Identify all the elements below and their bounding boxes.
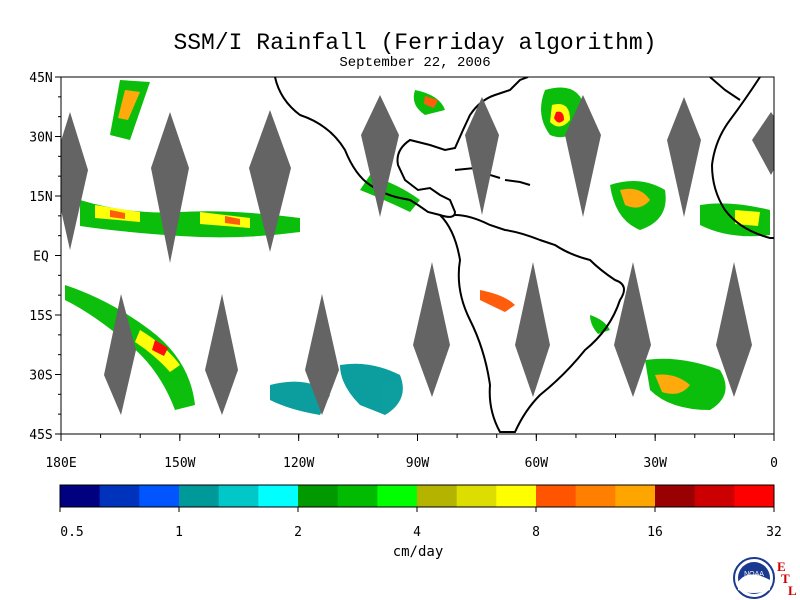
lab-letter-e: E: [777, 559, 786, 574]
colorbar-tick-label: 1: [175, 525, 183, 540]
latitude-label: 30N: [29, 131, 52, 146]
swath-gap: [716, 262, 752, 397]
colorbar-tick-label: 8: [532, 525, 540, 540]
rain-south-pacific-east: [340, 363, 403, 415]
colorbar-swatch: [258, 485, 299, 507]
lab-letter-l: L: [788, 583, 797, 598]
colorbar-tick-label: 16: [647, 525, 663, 540]
swath-gap: [205, 294, 238, 415]
colorbar-swatch: [694, 485, 735, 507]
colorbar-swatch: [99, 485, 140, 507]
latitude-label: 45N: [29, 71, 52, 86]
colorbar-swatch: [139, 485, 180, 507]
colorbar-swatch: [456, 485, 497, 507]
longitude-label: 150W: [164, 456, 195, 471]
rain-brazil: [480, 290, 515, 312]
longitude-axis: 180E 150W 120W 90W 60W 30W 0: [45, 434, 778, 471]
no-data-swaths: [61, 95, 774, 415]
rain-nw-pacific-core: [118, 90, 140, 120]
colorbar-tick-label: 32: [766, 525, 782, 540]
rain-cells-itcz: [95, 205, 250, 228]
rain-gulf-core: [424, 96, 438, 108]
coastline-africa: [710, 77, 774, 239]
swath-gap: [515, 262, 550, 397]
swath-gap: [614, 262, 651, 397]
rain-band-itcz: [80, 200, 300, 238]
latitude-axis: 45N 30N 15N EQ 15S 30S 45S: [29, 71, 61, 443]
coastline-south-america: [439, 214, 625, 433]
colorbar-swatch: [417, 485, 458, 507]
chart-date: September 22, 2006: [339, 55, 491, 71]
colorbar-swatch: [536, 485, 577, 507]
latitude-label: 45S: [29, 428, 52, 443]
colorbar-swatch: [60, 485, 101, 507]
colorbar-swatch: [655, 485, 696, 507]
colorbar-swatch: [496, 485, 537, 507]
colorbar-swatch: [218, 485, 259, 507]
swath-gap: [667, 97, 701, 217]
colorbar-swatch: [337, 485, 378, 507]
colorbar-tick-label: 0.5: [60, 525, 83, 540]
colorbar-swatch: [615, 485, 656, 507]
latitude-label: 15S: [29, 309, 52, 324]
rain-spcz-cell: [152, 340, 168, 356]
colorbar-swatch: [298, 485, 339, 507]
longitude-label: 90W: [406, 456, 430, 471]
lab-letter-t: T: [781, 571, 790, 586]
latitude-label: 15N: [29, 190, 52, 205]
latitude-label: EQ: [33, 250, 49, 265]
swath-gap: [249, 110, 291, 252]
swath-gap: [413, 262, 450, 397]
swath-gap: [361, 95, 399, 217]
rain-spcz: [65, 285, 195, 410]
longitude-label: 60W: [525, 456, 549, 471]
rain-s-atlantic-core: [655, 374, 690, 394]
longitude-label: 0: [770, 456, 778, 471]
swath-gap: [565, 95, 601, 217]
colorbar-swatch: [575, 485, 616, 507]
colorbar-swatch: [179, 485, 220, 507]
swath-gap: [752, 112, 774, 175]
rain-e-atlantic-core: [735, 210, 760, 226]
noaa-logo: NOAA: [733, 557, 775, 599]
rain-n-atlantic-eye: [554, 111, 564, 123]
swath-gap: [465, 97, 499, 215]
longitude-label: 120W: [283, 456, 314, 471]
colorbar-tick-label: 4: [413, 525, 421, 540]
swath-gap: [61, 112, 88, 250]
rain-trop-atlantic-core: [620, 188, 650, 208]
chart-title: SSM/I Rainfall (Ferriday algorithm): [173, 30, 657, 56]
swath-gap: [305, 294, 339, 415]
colorbar-swatch: [734, 485, 775, 507]
noaa-logo-text: NOAA: [744, 571, 764, 578]
coastlines: [274, 77, 774, 433]
rain-areas: [65, 80, 770, 415]
swath-gap: [151, 112, 189, 263]
coastline-greenland-edge: [709, 77, 741, 101]
colorbar-swatch: [377, 485, 418, 507]
longitude-label: 180E: [45, 456, 76, 471]
latitude-label: 30S: [29, 369, 52, 384]
colorbar: [59, 484, 775, 508]
coastline-hispaniola: [504, 179, 531, 186]
colorbar-tick-labels: 0.5 1 2 4 8 16 32: [59, 507, 782, 540]
colorbar-units: cm/day: [393, 544, 444, 560]
swath-gap: [104, 294, 136, 415]
longitude-label: 30W: [643, 456, 667, 471]
colorbar-tick-label: 2: [294, 525, 302, 540]
noaa-logo-gull: [738, 574, 770, 593]
